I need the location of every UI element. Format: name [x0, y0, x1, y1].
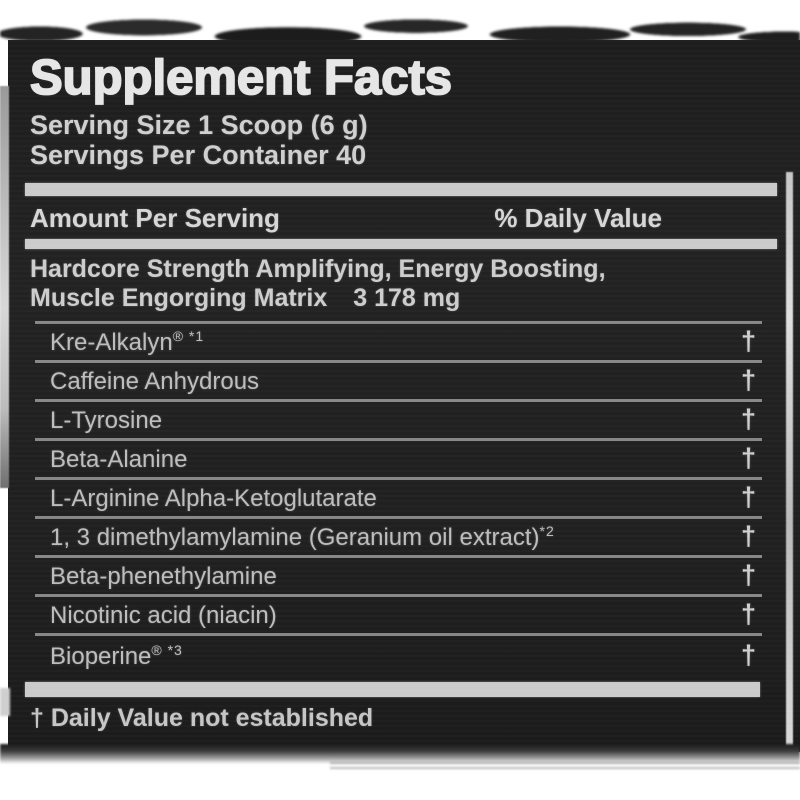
ingredient-name: Bioperine® *3 — [50, 641, 183, 670]
ingredient-table: Kre-Alkalyn® *1 † Caffeine Anhydrous † L… — [35, 321, 762, 675]
ingredient-row: Beta-phenethylamine † — [35, 558, 762, 597]
matrix-amount: 3 178 mg — [353, 284, 461, 312]
ingredient-name: L-Tyrosine — [50, 407, 163, 434]
matrix-heading: Hardcore Strength Amplifying, Energy Boo… — [30, 255, 777, 313]
ingredient-superscript: ® *3 — [151, 641, 183, 658]
thick-separator-bar — [25, 239, 777, 249]
ingredient-name: Nicotinic acid (niacin) — [50, 602, 277, 629]
daily-value-dagger: † — [740, 443, 756, 473]
thick-separator-bar — [25, 183, 777, 196]
daily-value-header: % Daily Value — [494, 202, 662, 233]
ingredient-name: Beta-Alanine — [50, 446, 188, 473]
servings-per-container: Servings Per Container 40 — [30, 140, 367, 170]
matrix-heading-line2: Muscle Engorging Matrix 3 178 mg — [30, 284, 777, 313]
ingredient-name: Beta-phenethylamine — [50, 563, 277, 590]
daily-value-footnote: † Daily Value not established — [30, 704, 374, 732]
ingredient-row: L-Arginine Alpha-Ketoglutarate † — [35, 480, 762, 519]
ingredient-name: 1, 3 dimethylamylamine (Geranium oil ext… — [50, 523, 555, 551]
ingredient-name: Caffeine Anhydrous — [50, 368, 260, 395]
matrix-heading-line1: Hardcore Strength Amplifying, Energy Boo… — [30, 255, 606, 283]
daily-value-dagger: † — [740, 639, 756, 670]
photo-bottom-fade — [0, 744, 800, 764]
daily-value-dagger: † — [740, 404, 756, 434]
ingredient-row: Beta-Alanine † — [35, 441, 762, 480]
panel-title: Supplement Facts — [29, 51, 453, 105]
daily-value-dagger: † — [740, 365, 756, 395]
panel-content: Supplement Facts Serving Size 1 Scoop (6… — [8, 51, 800, 733]
amount-per-serving-header: Amount Per Serving — [30, 202, 280, 233]
photo-bottom-smudge — [330, 762, 800, 770]
ingredient-name: Kre-Alkalyn® *1 — [50, 328, 205, 356]
daily-value-dagger: † — [740, 599, 756, 629]
ingredient-row: Kre-Alkalyn® *1 † — [35, 324, 762, 363]
ingredient-row: Caffeine Anhydrous † — [35, 363, 762, 402]
ingredient-row: Nicotinic acid (niacin) † — [35, 597, 762, 636]
ingredient-row: Bioperine® *3 † — [35, 636, 762, 675]
thick-separator-bar — [25, 682, 760, 697]
ingredient-row: 1, 3 dimethylamylamine (Geranium oil ext… — [35, 519, 762, 558]
photo-left-edge-lower — [0, 688, 10, 716]
serving-size: Serving Size 1 Scoop (6 g) — [30, 110, 368, 140]
daily-value-dagger: † — [740, 482, 756, 512]
ingredient-row: L-Tyrosine † — [35, 402, 762, 441]
daily-value-dagger: † — [740, 521, 756, 551]
photo-right-crease — [786, 172, 793, 752]
daily-value-dagger: † — [740, 560, 756, 590]
photo-left-edge — [0, 86, 9, 488]
daily-value-dagger: † — [740, 326, 756, 356]
ingredient-superscript: ® *1 — [172, 328, 205, 344]
ingredient-superscript: *2 — [539, 523, 555, 539]
supplement-facts-panel: Supplement Facts Serving Size 1 Scoop (6… — [8, 40, 800, 752]
column-headers: Amount Per Serving % Daily Value — [25, 203, 777, 233]
matrix-name: Muscle Engorging Matrix — [30, 284, 328, 312]
ingredient-name: L-Arginine Alpha-Ketoglutarate — [50, 485, 377, 512]
